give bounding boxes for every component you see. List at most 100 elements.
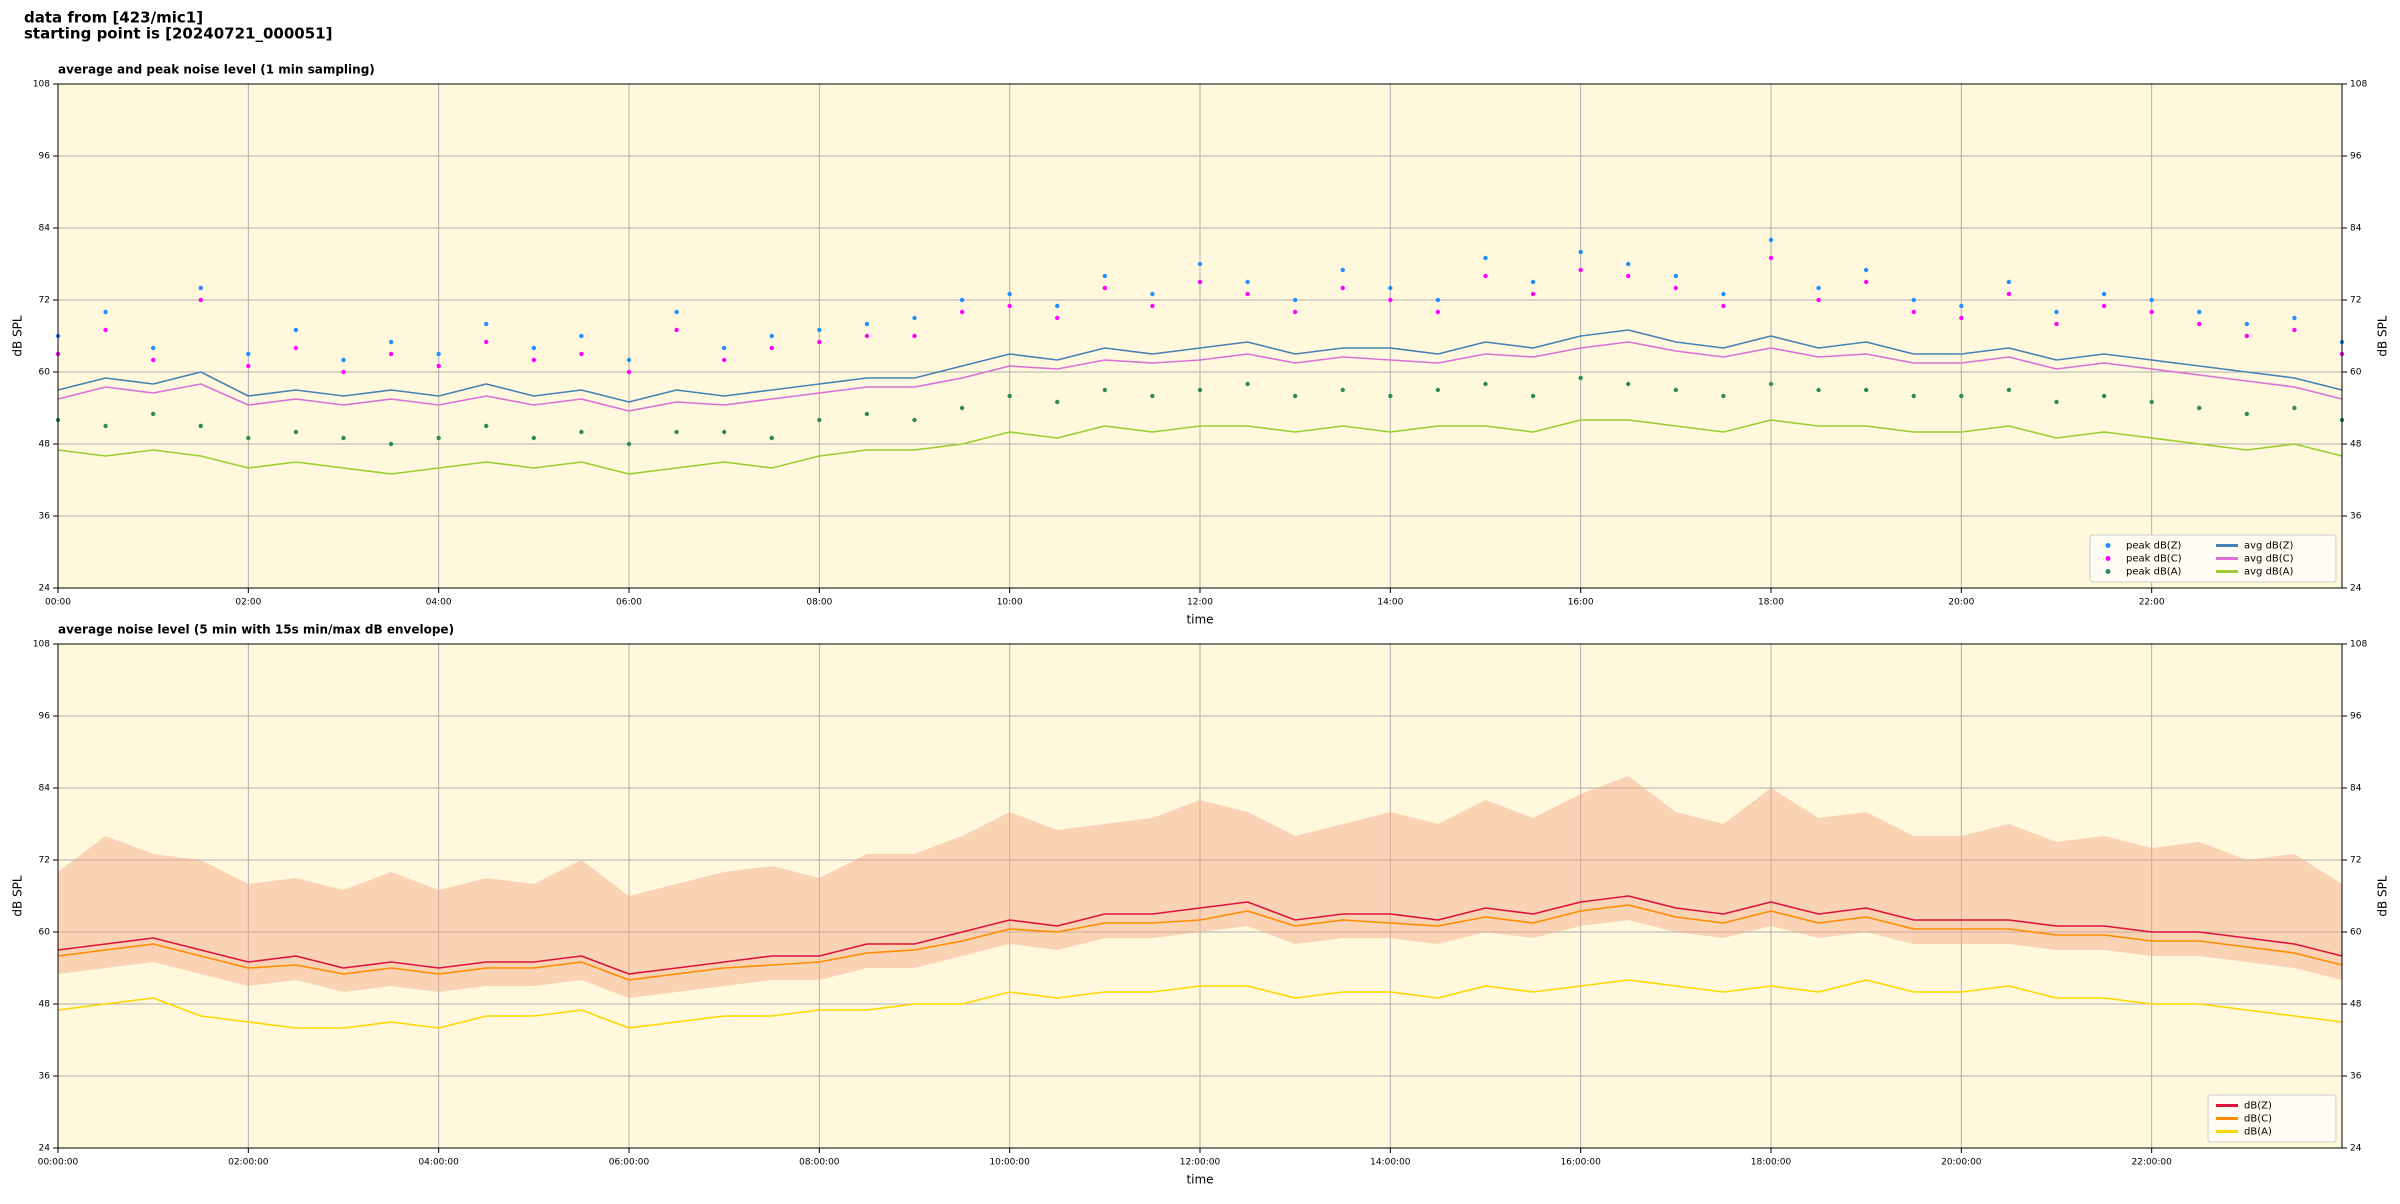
peak-point xyxy=(2054,321,2059,327)
peak-point xyxy=(674,327,679,333)
peak-point xyxy=(1626,273,1631,279)
peak-point xyxy=(1245,291,1250,297)
x-tick-label: 08:00:00 xyxy=(799,1158,840,1168)
peak-point xyxy=(2101,303,2107,309)
peak-point xyxy=(2197,309,2202,315)
peak-point xyxy=(484,321,489,327)
y-tick-label: 84 xyxy=(39,224,51,234)
y-axis-label: dB SPL xyxy=(11,315,25,357)
y-tick-label: 84 xyxy=(39,784,51,794)
peak-point xyxy=(293,327,299,333)
peak-point xyxy=(1007,303,1012,309)
peak-point xyxy=(531,435,537,441)
y2-tick-label: 36 xyxy=(2350,1072,2362,1082)
peak-point xyxy=(1863,387,1869,393)
peak-point xyxy=(246,351,251,357)
peak-point xyxy=(1578,375,1583,381)
peak-point xyxy=(1673,387,1679,393)
x-tick-label: 04:00 xyxy=(426,598,452,608)
legend-label: avg dB(C) xyxy=(2244,554,2294,565)
x-tick-label: 00:00:00 xyxy=(38,1158,79,1168)
peak-point xyxy=(1578,267,1583,273)
peak-point xyxy=(2292,315,2297,321)
peak-point xyxy=(817,339,822,345)
x-axis-label: time xyxy=(1186,613,1213,627)
legend-box xyxy=(2207,1094,2337,1143)
y2-tick-label: 108 xyxy=(2350,640,2367,650)
peak-point xyxy=(1626,261,1631,267)
peak-point xyxy=(626,369,632,375)
peak-point xyxy=(1055,303,1060,309)
peak-point xyxy=(2006,279,2012,285)
x-tick-label: 10:00 xyxy=(997,598,1023,608)
peak-point xyxy=(484,423,489,429)
legend-label: dB(A) xyxy=(2244,1127,2272,1138)
x-tick-label: 10:00:00 xyxy=(989,1158,1030,1168)
peak-point xyxy=(1007,393,1012,399)
peak-point xyxy=(1768,255,1774,261)
x-tick-label: 14:00:00 xyxy=(1370,1158,1411,1168)
peak-point xyxy=(1245,381,1250,387)
peak-point xyxy=(721,429,727,435)
peak-point xyxy=(103,327,108,333)
peak-point xyxy=(1102,273,1108,279)
y2-tick-label: 84 xyxy=(2350,224,2362,234)
peak-point xyxy=(246,363,251,369)
x-tick-label: 04:00:00 xyxy=(418,1158,459,1168)
peak-point xyxy=(246,435,251,441)
series-line xyxy=(57,419,2343,475)
x-tick-label: 20:00:00 xyxy=(1941,1158,1982,1168)
y2-tick-label: 24 xyxy=(2350,584,2362,594)
series-line xyxy=(57,329,2343,403)
y-tick-label: 24 xyxy=(39,1144,51,1154)
peak-point xyxy=(1483,381,1488,387)
peak-point xyxy=(1150,393,1155,399)
plot-frame xyxy=(57,83,2343,589)
peak-point xyxy=(198,285,203,291)
peak-point xyxy=(1055,315,1060,321)
peak-point xyxy=(1768,381,1774,387)
y-tick-label: 36 xyxy=(39,512,51,522)
peak-point xyxy=(341,435,346,441)
peak-point xyxy=(626,441,632,447)
peak-point xyxy=(484,339,489,345)
y2-tick-label: 96 xyxy=(2350,712,2362,722)
peak-point xyxy=(1435,297,1441,303)
y-tick-label: 60 xyxy=(39,368,51,378)
peak-point xyxy=(341,369,346,375)
peak-point xyxy=(2292,405,2297,411)
peak-point xyxy=(674,309,679,315)
peak-point xyxy=(959,405,965,411)
peak-point xyxy=(293,429,299,435)
x-tick-label: 06:00 xyxy=(616,598,642,608)
peak-point xyxy=(1435,387,1441,393)
peak-point xyxy=(2292,327,2297,333)
x-tick-label: 08:00 xyxy=(806,598,832,608)
x-tick-label: 16:00 xyxy=(1568,598,1594,608)
x-tick-label: 22:00 xyxy=(2139,598,2165,608)
peak-point xyxy=(1673,273,1679,279)
peak-point xyxy=(1530,279,1536,285)
legend-label: avg dB(A) xyxy=(2244,567,2294,578)
peak-point xyxy=(579,333,584,339)
peak-point xyxy=(436,435,441,441)
peak-point xyxy=(1102,387,1108,393)
legend-marker xyxy=(2105,556,2111,561)
plot-frame xyxy=(57,643,2343,1149)
peak-point xyxy=(2006,291,2012,297)
peak-point xyxy=(1388,297,1393,303)
y-tick-label: 48 xyxy=(39,440,51,450)
x-tick-label: 02:00:00 xyxy=(228,1158,269,1168)
x-tick-label: 16:00:00 xyxy=(1560,1158,1601,1168)
x-tick-label: 14:00 xyxy=(1377,598,1403,608)
x-tick-label: 22:00:00 xyxy=(2131,1158,2172,1168)
y-tick-label: 24 xyxy=(39,584,51,594)
peak-point xyxy=(1007,291,1012,297)
peak-point xyxy=(2244,321,2250,327)
peak-point xyxy=(2197,321,2202,327)
peak-point xyxy=(150,345,156,351)
legend-label: avg dB(Z) xyxy=(2244,541,2294,552)
peak-point xyxy=(436,363,441,369)
peak-point xyxy=(912,315,917,321)
